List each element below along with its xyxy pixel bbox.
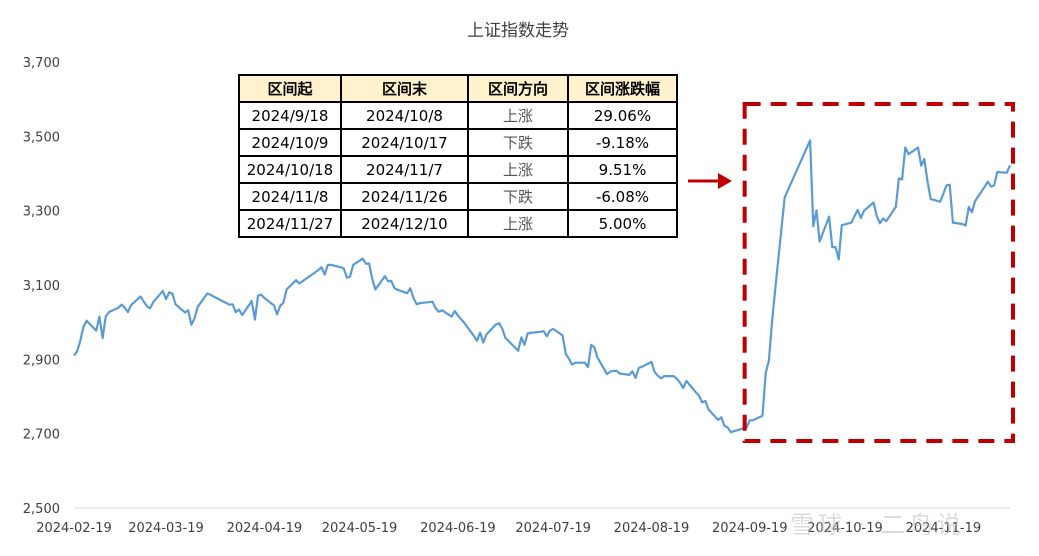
x-tick-label: 2024-04-19 (227, 521, 303, 536)
table-row: 2024/10/18 2024/11/7 上涨 9.51% (238, 155, 678, 184)
series-line (73, 139, 1012, 434)
table-cell: 下跌 (467, 128, 569, 157)
y-tick-label: 2,900 (23, 353, 60, 368)
table-cell: 下跌 (467, 182, 569, 211)
table-cell: 2024/9/18 (238, 101, 342, 130)
x-tick-label: 2024-06-19 (420, 521, 496, 536)
table-header-cell: 区间起 (238, 74, 342, 103)
table-cell: -6.08% (567, 182, 678, 211)
table-header-cell: 区间末 (340, 74, 469, 103)
table-row: 2024/10/9 2024/10/17 下跌 -9.18% (238, 128, 678, 157)
arrow-icon (688, 173, 732, 189)
table-cell: 9.51% (567, 155, 678, 184)
x-tick-label: 2024-09-19 (712, 521, 788, 536)
table-header-cell: 区间方向 (467, 74, 569, 103)
table-row: 2024/11/27 2024/12/10 上涨 5.00% (238, 209, 678, 238)
table-cell: 2024/11/7 (340, 155, 469, 184)
table-cell: 2024/11/27 (238, 209, 342, 238)
table-cell: -9.18% (567, 128, 678, 157)
highlight-rectangle (742, 102, 1015, 443)
watermark: 雪球 · 二鸟说 (790, 511, 965, 539)
x-tick-label: 2024-07-19 (515, 521, 591, 536)
x-tick-label: 2024-02-19 (36, 521, 112, 536)
y-tick-label: 3,700 (23, 56, 60, 71)
table-row: 2024/11/8 2024/11/26 下跌 -6.08% (238, 182, 678, 211)
table-cell: 上涨 (467, 101, 569, 130)
x-tick-label: 2024-11-19 (906, 521, 982, 536)
x-axis-ticks: 2024-02-19 2024-03-19 2024-04-19 2024-05-19… (36, 521, 981, 536)
table-cell: 2024/10/8 (340, 101, 469, 130)
table-cell: 上涨 (467, 155, 569, 184)
table-cell: 2024/11/8 (238, 182, 342, 211)
table-header-cell: 区间涨跌幅 (567, 74, 678, 103)
table-header-row: 区间起 区间末 区间方向 区间涨跌幅 (238, 74, 678, 103)
y-tick-label: 3,100 (23, 279, 60, 294)
y-axis-ticks: 2,500 2,700 2,900 3,100 3,300 3,500 3,700 (23, 56, 60, 517)
y-tick-label: 3,500 (23, 130, 60, 145)
table-cell: 29.06% (567, 101, 678, 130)
table-cell: 2024/10/17 (340, 128, 469, 157)
x-tick-label: 2024-10-19 (807, 521, 883, 536)
table-cell: 5.00% (567, 209, 678, 238)
chart-title: 上证指数走势 (467, 21, 569, 41)
y-tick-label: 2,700 (23, 428, 60, 443)
table-cell: 2024/12/10 (340, 209, 469, 238)
table-row: 2024/9/18 2024/10/8 上涨 29.06% (238, 101, 678, 130)
table-cell: 2024/10/9 (238, 128, 342, 157)
y-tick-label: 3,300 (23, 205, 60, 220)
table-cell: 2024/11/26 (340, 182, 469, 211)
table-cell: 上涨 (467, 209, 569, 238)
x-tick-label: 2024-03-19 (128, 521, 204, 536)
x-tick-label: 2024-08-19 (614, 521, 690, 536)
interval-table: 区间起 区间末 区间方向 区间涨跌幅 2024/9/18 2024/10/8 上… (238, 74, 678, 238)
table-cell: 2024/10/18 (238, 155, 342, 184)
x-tick-label: 2024-05-19 (322, 521, 398, 536)
y-tick-label: 2,500 (23, 502, 60, 517)
